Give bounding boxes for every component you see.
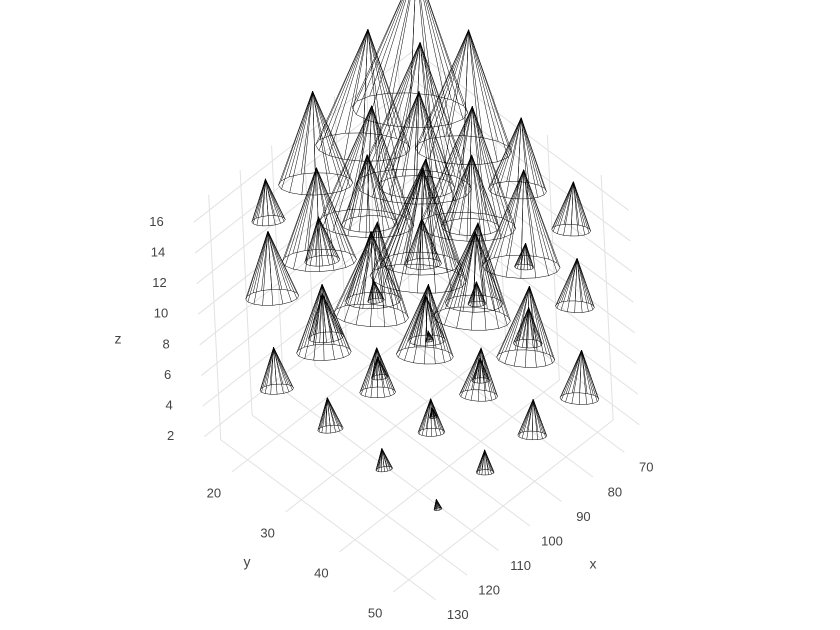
grid-line [208,194,222,440]
cone [441,154,500,236]
cones [245,0,600,511]
cone [429,407,438,419]
z-axis-title: z [115,331,122,347]
y-tick-label: 30 [260,525,274,540]
cone [517,399,548,441]
z-tick-label: 10 [154,306,168,321]
grid-line [546,134,560,381]
cone [355,42,472,205]
cone [308,293,344,344]
x-tick-label: 70 [639,460,653,475]
cone [278,90,354,196]
z-tick-label: 2 [167,428,174,443]
cone [481,169,561,279]
y-tick-label: 40 [314,565,328,580]
cone [315,28,411,162]
cone [475,449,495,476]
cone [341,154,398,233]
cone [444,231,504,313]
grid-line [200,203,422,376]
grid-line [239,170,253,416]
cone [467,281,487,307]
x-tick-label: 110 [510,558,531,573]
grid-line [417,141,634,303]
x-tick-label: 100 [541,533,563,548]
cone [378,91,456,199]
cone [459,347,498,402]
cone [404,217,442,270]
grid-line [339,379,560,553]
cone [496,285,556,368]
grid-line [314,365,531,527]
cone [471,357,490,384]
z-tick-label: 6 [164,367,171,382]
cone [551,181,591,237]
grid-line [285,339,506,513]
cone [375,448,393,473]
x-tick-label: 80 [608,484,622,499]
grid-line [194,80,416,254]
grid-line [392,419,614,593]
grid-line [346,341,562,502]
grid-line [600,174,614,421]
cone [415,29,513,165]
grid-line [414,80,631,242]
cone [317,397,344,434]
cone [512,307,543,349]
grid-line [408,291,625,453]
x-tick-label: 130 [447,607,469,622]
cone [555,257,595,313]
y-tick-label: 20 [207,485,221,500]
grid-line [271,145,285,391]
cone [408,294,446,347]
cone [433,499,443,511]
grid-line [333,96,347,342]
y-axis-title: y [244,554,251,570]
cone [351,0,469,128]
cone [259,347,294,395]
cone [488,117,547,200]
cone [559,349,600,405]
cone [245,230,300,306]
z-tick-label: 12 [152,275,166,290]
cone [514,242,534,271]
z-tick-label: 4 [166,398,173,413]
cone [345,230,402,310]
grid-line [193,49,415,223]
y-tick-label: 50 [368,605,382,620]
cone [417,398,446,437]
cone [371,356,389,381]
cone [367,279,385,304]
x-tick-label: 90 [576,509,590,524]
cone [251,178,286,227]
grid-line [283,390,499,551]
z-tick-label: 16 [149,214,163,229]
grid-line [231,299,453,473]
z-tick-label: 8 [163,336,170,351]
x-tick-label: 120 [478,583,500,598]
cone [418,106,516,242]
x-axis-title: x [590,556,597,572]
grid-line [220,439,437,601]
grid-line [251,414,468,576]
cone [425,330,435,343]
z-tick-label: 14 [151,244,165,259]
grid-line [420,203,637,364]
cone [304,216,341,267]
cone [333,221,409,328]
grid-line [423,264,640,426]
